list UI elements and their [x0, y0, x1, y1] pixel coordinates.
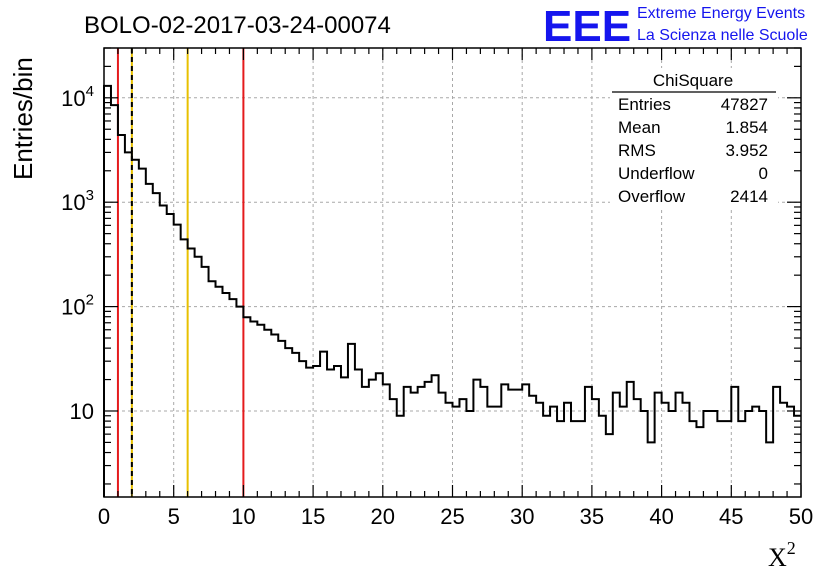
x-tick-label: 35 [580, 504, 604, 529]
plot-area: 0 5 10 15 20 25 30 35 40 45 50 10 102 103 104 [61, 47, 813, 529]
stats-value: 3.952 [725, 141, 768, 160]
stats-value: 1.854 [725, 118, 768, 137]
x-tick-label: 15 [301, 504, 325, 529]
x-tick-label: 10 [231, 504, 255, 529]
brand-line-2: La Scienza nelle Scuole [637, 27, 808, 44]
stats-label: Entries [618, 95, 671, 114]
x-tick-label: 45 [719, 504, 743, 529]
stats-label: Mean [618, 118, 661, 137]
stats-value: 2414 [730, 187, 768, 206]
eee-logo: EEE [543, 2, 631, 51]
x-tick-label: 5 [168, 504, 180, 529]
x-tick-label: 25 [440, 504, 464, 529]
x-axis-title-base: X [768, 543, 787, 572]
x-axis-title-sup: 2 [787, 538, 796, 558]
stats-box: ChiSquare Entries 47827 Mean 1.854 RMS 3.952 U… [610, 68, 778, 210]
y-axis-title: Entries/bin [8, 57, 38, 180]
y-tick-label: 10 [70, 399, 94, 424]
stats-value: 0 [759, 164, 768, 183]
stats-label: RMS [618, 141, 656, 160]
histogram-outline [103, 84, 801, 497]
x-tick-label: 20 [371, 504, 395, 529]
x-tick-label: 30 [510, 504, 534, 529]
stats-label: Overflow [618, 187, 686, 206]
y-tick-label: 103 [61, 187, 94, 215]
y-tick-label: 104 [61, 83, 94, 111]
x-tick-label: 50 [789, 504, 813, 529]
x-tick-label: 0 [98, 504, 110, 529]
x-tick-label: 40 [649, 504, 673, 529]
stats-label: Underflow [618, 164, 695, 183]
stats-value: 47827 [721, 95, 768, 114]
brand-line-1: Extreme Energy Events [637, 5, 805, 22]
x-axis-title: X2 [768, 538, 796, 572]
y-tick-label: 102 [61, 292, 94, 320]
chart-title: BOLO-02-2017-03-24-00074 [84, 12, 391, 39]
stats-box-title: ChiSquare [653, 71, 733, 90]
